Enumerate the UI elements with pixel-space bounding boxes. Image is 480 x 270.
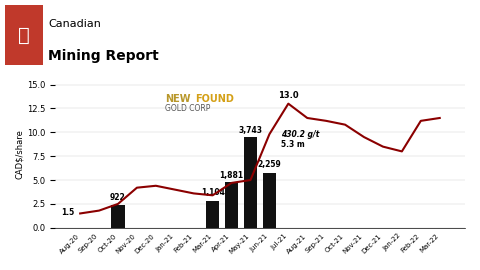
- Text: 1.5: 1.5: [61, 208, 74, 217]
- Text: GOLD CORP: GOLD CORP: [165, 104, 211, 113]
- Bar: [206, 201, 219, 228]
- Text: 1,881: 1,881: [219, 171, 244, 180]
- Bar: [111, 205, 125, 228]
- Text: 13.0: 13.0: [278, 91, 299, 100]
- Bar: [244, 137, 257, 228]
- Text: 🍁: 🍁: [18, 26, 30, 45]
- Text: NEW: NEW: [165, 94, 191, 104]
- Text: 2,259: 2,259: [258, 160, 281, 169]
- Text: Mining Report: Mining Report: [48, 49, 159, 63]
- Text: 3,743: 3,743: [239, 126, 263, 135]
- Text: 922: 922: [110, 194, 126, 202]
- Text: FOUND: FOUND: [195, 94, 234, 104]
- Text: 1,104: 1,104: [201, 188, 225, 197]
- Text: 5.3 m: 5.3 m: [281, 140, 304, 149]
- Y-axis label: CAD$/share: CAD$/share: [15, 129, 24, 179]
- Bar: [263, 173, 276, 228]
- Bar: [225, 182, 238, 228]
- Text: Canadian: Canadian: [48, 19, 101, 29]
- Text: 430.2 g/t: 430.2 g/t: [281, 130, 319, 139]
